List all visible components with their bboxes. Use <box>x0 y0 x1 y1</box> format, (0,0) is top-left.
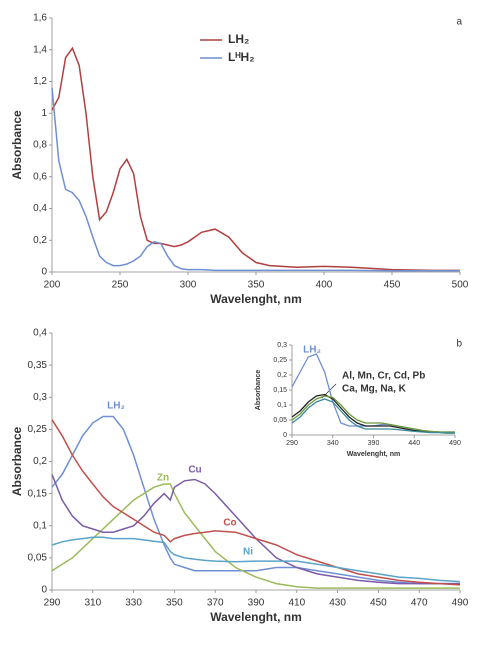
series-label: Zn <box>157 473 169 484</box>
y-tick-label: 0,6 <box>33 171 47 182</box>
x-tick-label: 350 <box>166 598 183 609</box>
y-tick-label: 1,4 <box>33 44 47 55</box>
x-tick-label: 410 <box>288 598 305 609</box>
x-tick-label: 330 <box>125 598 142 609</box>
x-tick-label: 290 <box>286 440 298 447</box>
x-tick-label: 490 <box>452 598 469 609</box>
y-tick-label: 1,6 <box>33 13 47 24</box>
y-tick-label: 0,4 <box>33 328 47 339</box>
x-tick-label: 400 <box>316 280 333 291</box>
y-tick-label: 0,35 <box>28 360 48 371</box>
x-axis-label: Wavelenght, nm <box>210 610 302 624</box>
x-tick-label: 450 <box>384 280 401 291</box>
y-tick-label: 0,15 <box>273 387 287 394</box>
series-line <box>51 536 461 583</box>
y-tick-label: 1 <box>41 108 47 119</box>
series-line <box>51 419 461 586</box>
y-tick-label: 0,2 <box>33 456 47 467</box>
series-label: Co <box>223 518 236 529</box>
legend-label: LᴴH₂ <box>228 50 255 64</box>
series-line <box>291 398 455 434</box>
y-tick-label: 0,05 <box>28 553 48 564</box>
y-tick-label: 0,25 <box>28 424 48 435</box>
x-tick-label: 430 <box>329 598 346 609</box>
y-tick-label: 0,1 <box>33 520 47 531</box>
x-tick-label: 470 <box>411 598 428 609</box>
x-tick-label: 500 <box>452 280 469 291</box>
series-line <box>51 474 460 585</box>
series-line <box>51 87 460 272</box>
x-tick-label: 250 <box>112 280 129 291</box>
y-tick-label: 0,25 <box>273 357 287 364</box>
y-tick-label: 0,8 <box>33 140 47 151</box>
series-line <box>291 395 455 433</box>
series-label: LH₂ <box>303 345 321 356</box>
y-tick-label: 0 <box>41 267 47 278</box>
y-tick-label: 0 <box>41 585 47 596</box>
y-tick-label: 0,1 <box>277 402 287 409</box>
x-tick-label: 300 <box>180 280 197 291</box>
series-label: Cu <box>188 465 201 476</box>
x-tick-label: 390 <box>248 598 265 609</box>
x-tick-label: 200 <box>44 280 61 291</box>
series-label: Ni <box>243 547 253 558</box>
x-axis-label: Wavelenght, nm <box>210 292 302 306</box>
y-axis-label: Absorbance <box>10 110 24 180</box>
x-axis-label: Wavelenght, nm <box>347 451 400 458</box>
annotation: Ca, Mg, Na, K <box>342 384 407 395</box>
y-tick-label: 0,3 <box>33 392 47 403</box>
legend-label: LH₂ <box>228 32 249 46</box>
y-tick-label: 0,2 <box>33 235 47 246</box>
series-line <box>51 483 460 589</box>
annotation: Al, Mn, Cr, Cd, Pb <box>342 371 425 382</box>
x-tick-label: 310 <box>84 598 101 609</box>
x-tick-label: 440 <box>408 440 420 447</box>
y-tick-label: 0,15 <box>28 488 48 499</box>
y-axis-label: Absorbance <box>255 370 262 411</box>
x-tick-label: 350 <box>248 280 265 291</box>
y-tick-label: 1,2 <box>33 76 47 87</box>
panel-letter: b <box>456 339 462 350</box>
x-tick-label: 370 <box>207 598 224 609</box>
x-tick-label: 490 <box>449 440 461 447</box>
y-tick-label: 0,05 <box>273 417 287 424</box>
x-tick-label: 290 <box>44 598 61 609</box>
y-tick-label: 0,2 <box>277 372 287 379</box>
x-tick-label: 390 <box>368 440 380 447</box>
x-tick-label: 450 <box>370 598 387 609</box>
series-label: LH₂ <box>107 401 125 412</box>
y-tick-label: 0 <box>283 432 287 439</box>
series-line <box>51 415 460 585</box>
x-tick-label: 340 <box>327 440 339 447</box>
y-tick-label: 0,4 <box>33 203 47 214</box>
y-tick-label: 0,3 <box>277 342 287 349</box>
y-axis-label: Absorbance <box>10 427 24 497</box>
panel-letter: a <box>456 17 462 28</box>
